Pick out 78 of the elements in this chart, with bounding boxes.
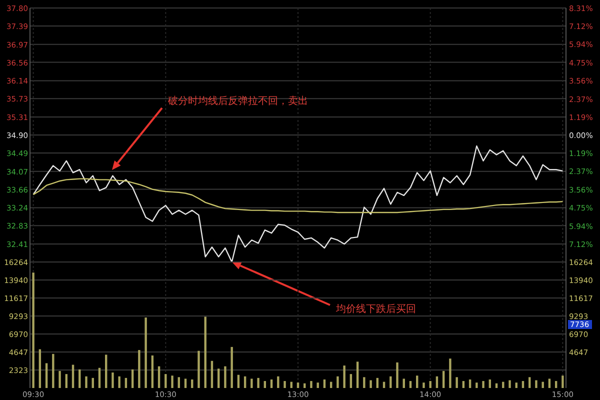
- bar: [370, 380, 372, 388]
- bar: [535, 380, 538, 388]
- bar: [204, 316, 206, 388]
- bar: [548, 378, 551, 388]
- bar: [244, 376, 246, 388]
- bar: [224, 366, 226, 388]
- bar: [72, 364, 74, 388]
- bar: [118, 376, 120, 388]
- bar: [264, 381, 266, 388]
- bar: [488, 379, 491, 388]
- bar: [462, 381, 465, 388]
- bar: [131, 369, 134, 388]
- bar: [456, 377, 458, 388]
- bar: [257, 378, 260, 388]
- bar: [151, 355, 154, 388]
- bar: [416, 376, 418, 388]
- bar: [409, 381, 412, 388]
- bar: [284, 381, 286, 388]
- bar: [45, 363, 48, 388]
- annotation: 破分时均线后反弹拉不回，卖出: [167, 95, 308, 107]
- bar: [296, 382, 300, 388]
- bar: [178, 377, 180, 388]
- bar: [422, 382, 425, 388]
- bar: [52, 354, 54, 388]
- bar: [350, 374, 352, 388]
- bar: [78, 369, 81, 388]
- bar: [482, 381, 484, 388]
- bar: [376, 378, 379, 388]
- bar: [158, 366, 160, 388]
- bar: [522, 381, 524, 388]
- bar: [396, 362, 398, 388]
- bar: [92, 378, 94, 388]
- bar: [85, 376, 88, 388]
- bar: [363, 377, 366, 388]
- bar: [554, 381, 558, 388]
- bar: [164, 374, 167, 388]
- bar: [402, 378, 405, 388]
- bar: [336, 376, 339, 388]
- bar: [184, 378, 187, 388]
- bar: [112, 372, 114, 388]
- bar: [65, 374, 68, 388]
- bar: [58, 370, 61, 388]
- bar: [562, 376, 564, 388]
- bar: [230, 346, 233, 388]
- bar: [429, 381, 432, 388]
- line-series: [32, 178, 564, 214]
- bar: [310, 381, 312, 388]
- bar: [436, 376, 438, 388]
- bar: [476, 382, 478, 388]
- bar: [270, 379, 273, 388]
- bar: [449, 358, 452, 388]
- bar: [343, 366, 346, 388]
- bar: [528, 377, 531, 388]
- bar: [390, 376, 392, 388]
- bar: [508, 380, 511, 388]
- bar: [138, 350, 140, 388]
- bar: [323, 379, 326, 388]
- bar: [515, 382, 518, 388]
- annotation: 均价线下跌后买回: [335, 303, 416, 315]
- bar: [171, 376, 174, 388]
- bar: [124, 378, 128, 388]
- bar: [277, 376, 280, 388]
- bar: [217, 368, 220, 388]
- bar: [32, 272, 34, 388]
- bar: [250, 378, 253, 388]
- bar: [356, 362, 359, 388]
- bar: [210, 360, 214, 388]
- bar: [144, 318, 147, 388]
- bar: [98, 368, 101, 388]
- bar: [38, 349, 42, 388]
- bar: [316, 382, 319, 388]
- bar: [542, 382, 544, 388]
- bar: [191, 379, 194, 388]
- bar: [198, 350, 200, 388]
- bar: [468, 379, 472, 388]
- bar: [442, 370, 445, 388]
- bar: [237, 374, 240, 388]
- bar: [105, 354, 108, 388]
